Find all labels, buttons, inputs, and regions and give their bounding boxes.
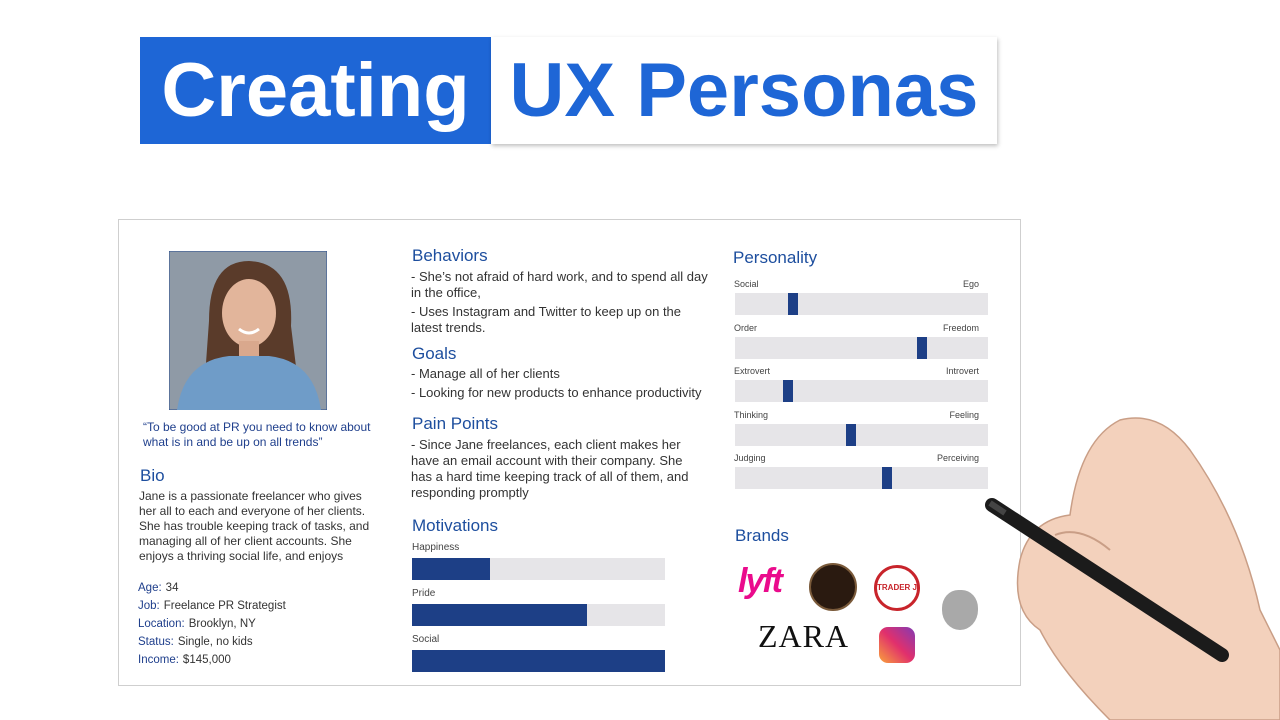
motivation-bar	[412, 604, 587, 626]
scale-track	[735, 293, 988, 315]
motivation-label: Social	[412, 634, 440, 645]
motivation-bar	[412, 558, 491, 580]
detail-row: Income: $145,000	[138, 654, 231, 666]
scale-left-label: Extrovert	[734, 366, 771, 376]
brand-instagram	[879, 627, 915, 663]
motivation-bar	[412, 650, 665, 672]
title-part-1: Creating	[140, 37, 491, 144]
scale-marker	[881, 467, 892, 489]
scale-track	[735, 467, 988, 489]
detail-value: Single, no kids	[177, 636, 253, 648]
scale-right-label: Feeling	[949, 409, 979, 420]
scale-left-label: Social	[734, 279, 759, 289]
detail-row: Status: Single, no kids	[138, 636, 253, 648]
brands-heading: Brands	[735, 526, 789, 545]
detail-row: Job: Freelance PR Strategist	[138, 600, 286, 612]
detail-label: Income:	[138, 654, 179, 666]
pain_points-heading: Pain Points	[412, 414, 498, 433]
detail-row: Age: 34	[138, 582, 178, 594]
brand-zara: ZARA	[758, 618, 850, 654]
hand-illustration	[985, 417, 1280, 720]
persona-photo	[169, 251, 327, 410]
scale-track	[735, 380, 988, 402]
personality-heading: Personality	[733, 248, 818, 267]
scale-track	[735, 423, 988, 446]
bio-text: Jane is a passionate freelancer who give…	[139, 489, 370, 563]
brand-coffee	[809, 563, 857, 611]
scale-marker	[783, 380, 794, 402]
scale-marker	[917, 336, 928, 359]
detail-label: Age:	[138, 582, 162, 594]
detail-value: Freelance PR Strategist	[163, 600, 286, 612]
pain_points-item: - Since Jane freelances, each client mak…	[411, 437, 689, 500]
quote: “To be good at PR you need to know about…	[143, 420, 371, 449]
scale-right-label: Freedom	[942, 322, 979, 333]
scale-marker	[846, 423, 857, 446]
detail-label: Location:	[138, 618, 185, 630]
detail-value: 34	[165, 582, 179, 594]
behaviors-heading: Behaviors	[412, 246, 488, 265]
detail-value: $145,000	[182, 654, 231, 666]
goals-item: - Looking for new products to enhance pr…	[411, 385, 702, 400]
motivation-label: Happiness	[412, 542, 460, 553]
scale-left-label: Thinking	[734, 409, 769, 420]
scale-track	[735, 336, 988, 359]
brand-trader-joes: TRADER JOE'S	[874, 565, 920, 611]
goals-item: - Manage all of her clients	[411, 366, 560, 381]
brand-apple	[942, 590, 978, 630]
brand-lyft: lyft	[738, 562, 783, 600]
scale-right-label: Ego	[962, 279, 979, 289]
behaviors-item: - Uses Instagram and Twitter to keep up …	[411, 304, 682, 335]
detail-label: Job:	[138, 600, 160, 612]
detail-label: Status:	[138, 636, 174, 648]
detail-value: Brooklyn, NY	[188, 618, 256, 630]
scale-right-label: Perceiving	[936, 453, 979, 463]
scale-left-label: Order	[734, 322, 758, 333]
detail-row: Location: Brooklyn, NY	[138, 618, 256, 630]
behaviors-item: - She’s not afraid of hard work, and to …	[411, 269, 708, 300]
scale-left-label: Judging	[734, 453, 766, 463]
motivation-label: Pride	[412, 588, 436, 599]
motivations-heading: Motivations	[412, 516, 498, 535]
bio-heading: Bio	[140, 466, 165, 485]
scale-right-label: Introvert	[945, 366, 979, 376]
title-part-2: UX Personas	[491, 37, 997, 144]
goals-heading: Goals	[412, 344, 457, 363]
scale-marker	[788, 293, 799, 315]
